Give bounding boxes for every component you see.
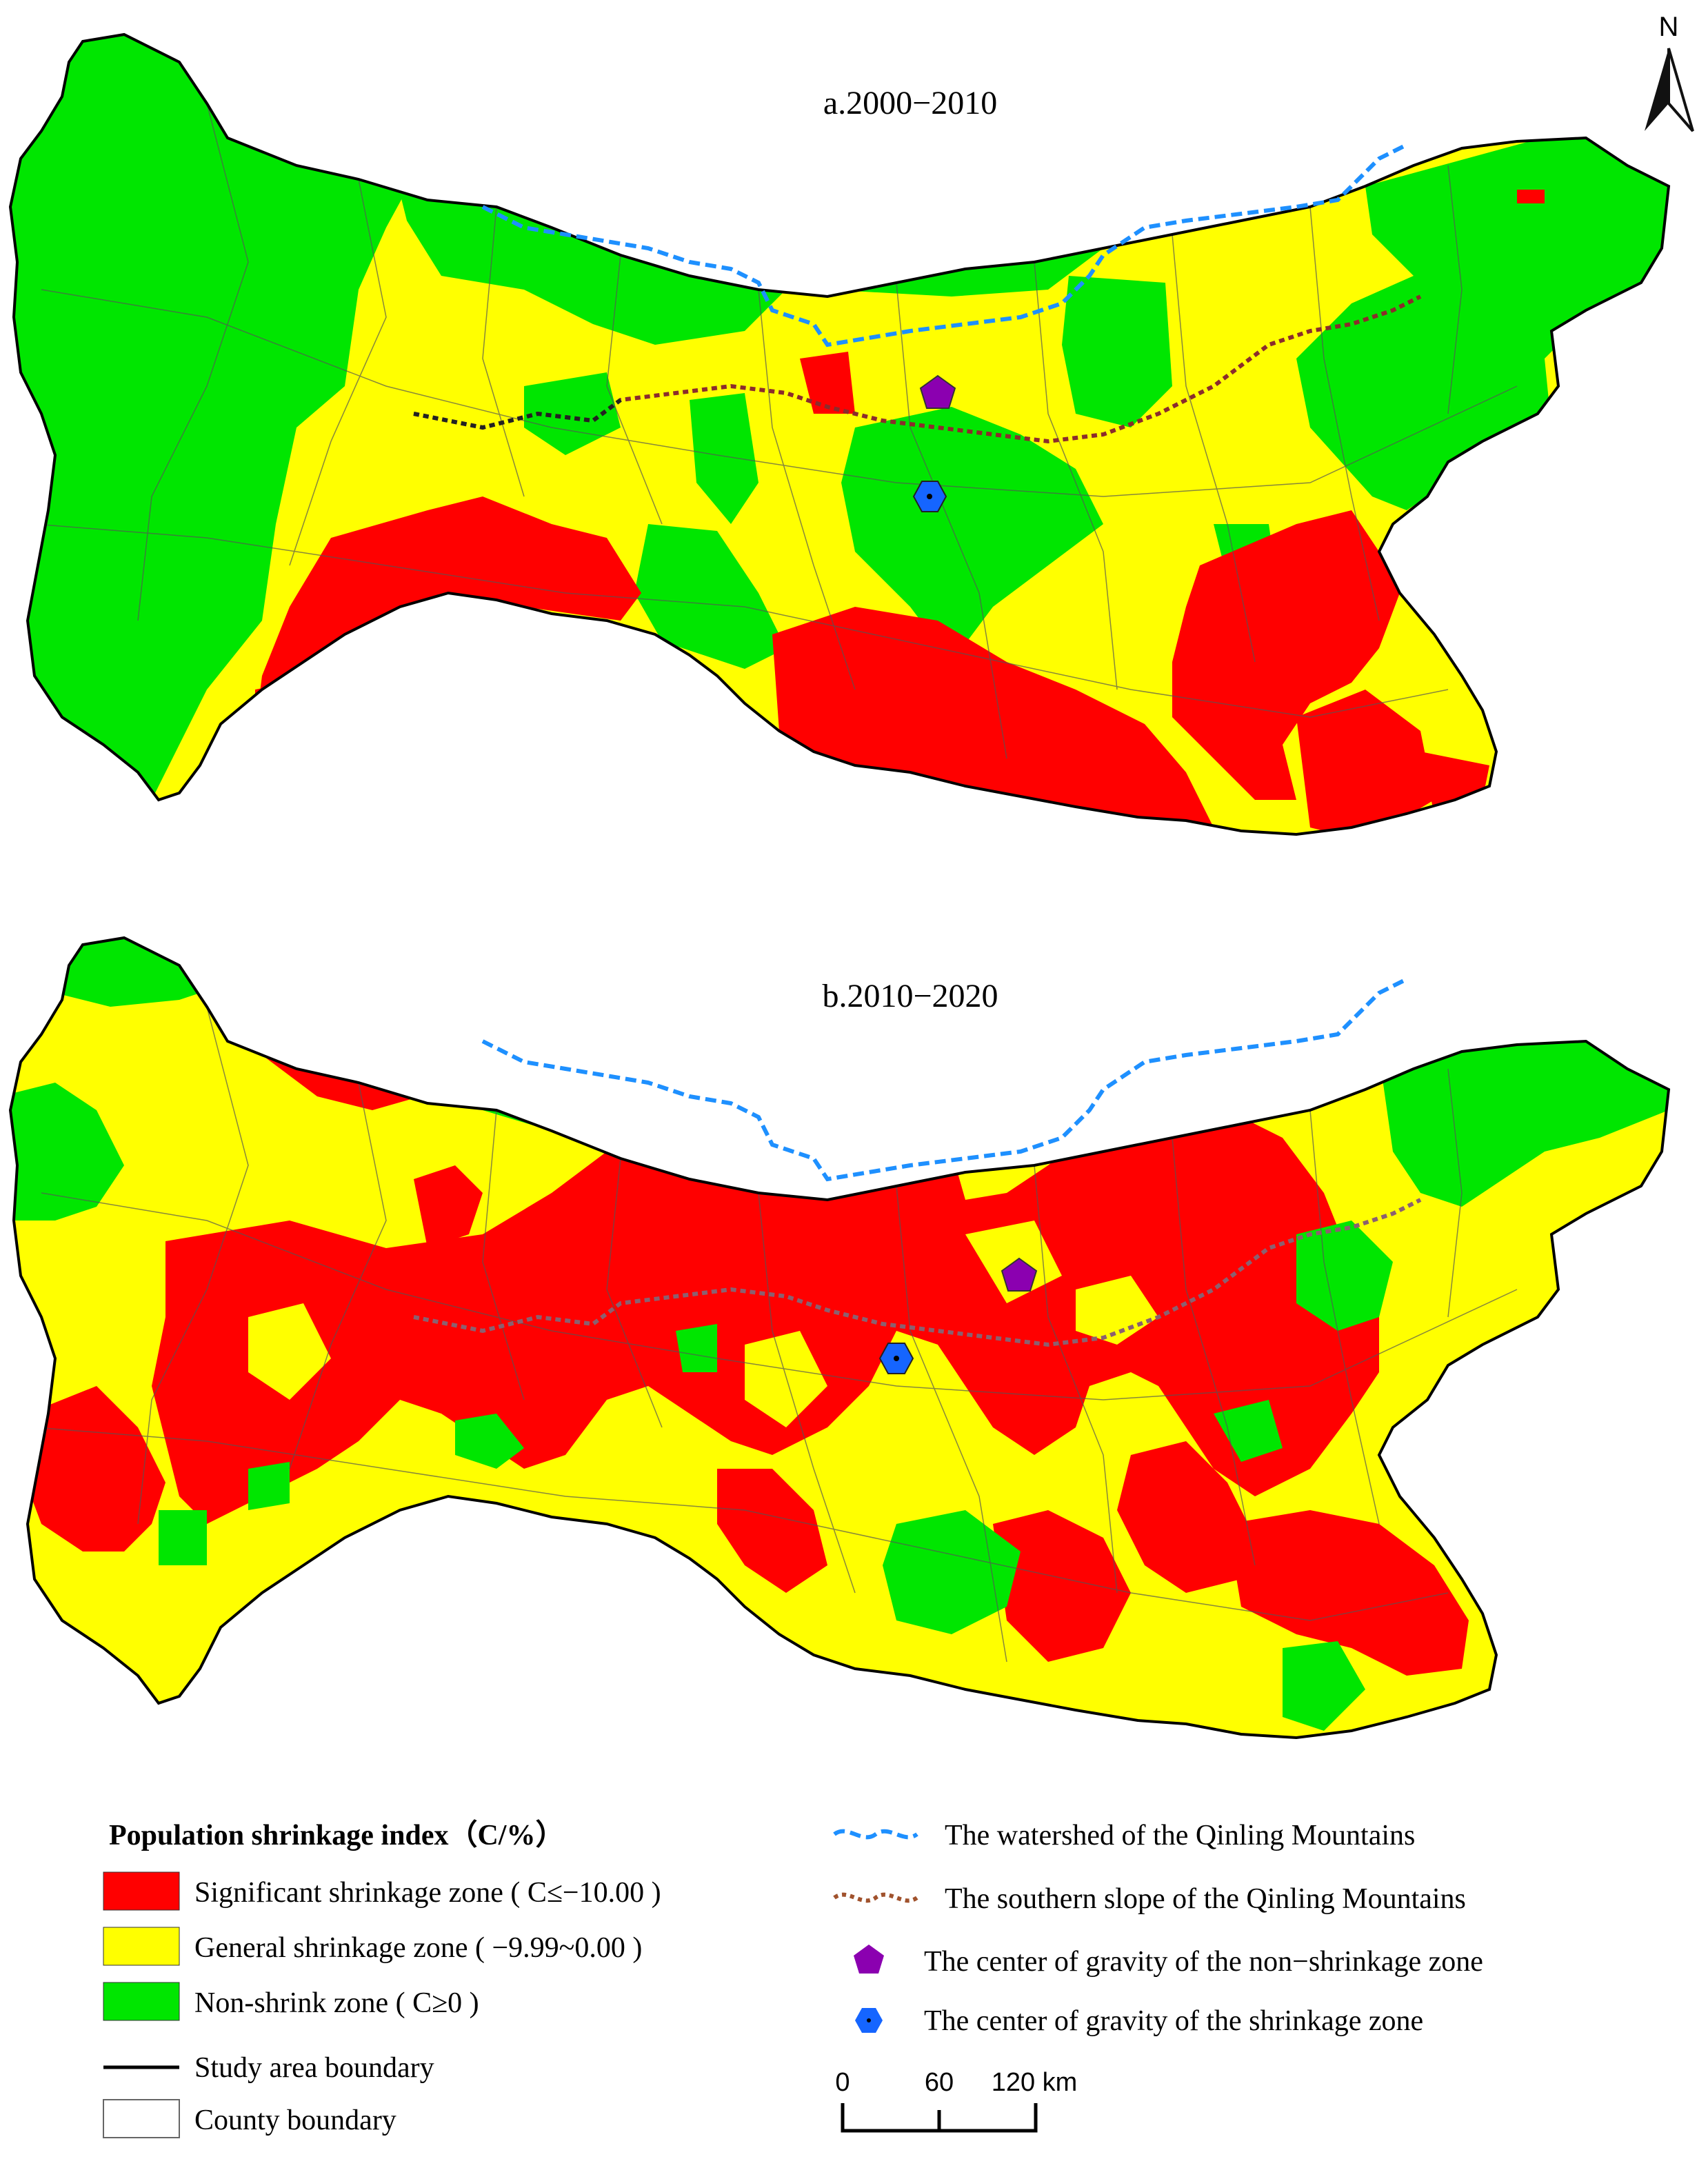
non-shrink-area	[690, 393, 758, 524]
significant-shrinkage-area	[255, 683, 290, 724]
watershed-line	[481, 977, 1408, 1182]
legend-label-general: General shrinkage zone ( −9.99~0.00 )	[194, 1932, 642, 1964]
non-shrink-area	[634, 524, 786, 669]
non-shrink-area	[524, 372, 621, 455]
watershed-line	[481, 143, 1408, 348]
non-shrink-area	[1296, 103, 1669, 510]
southern-slope-line-icon	[833, 1892, 918, 1903]
non-shrink-area	[159, 1510, 207, 1565]
map-panel-a: a.2000−2010 N	[9, 12, 1694, 836]
panel-b-title: b.2010−2020	[822, 978, 998, 1014]
non-shrink-area	[455, 1414, 524, 1469]
non-shrink-area	[676, 1324, 717, 1372]
legend-swatch-general	[103, 1927, 180, 1966]
map-panel-b: b.2010−2020	[9, 936, 1670, 1739]
non-shrink-area	[1062, 276, 1172, 428]
significant-shrinkage-area	[738, 252, 765, 272]
non-shrink-center-marker	[1001, 1257, 1038, 1292]
significant-shrinkage-area	[21, 1386, 165, 1552]
significant-shrinkage-area	[993, 1710, 1089, 1738]
legend-label-significant: Significant shrinkage zone ( C≤−10.00 )	[194, 1877, 661, 1909]
legend-label-study-boundary: Study area boundary	[194, 2052, 434, 2084]
general-shrinkage-area	[248, 1303, 331, 1400]
county-boundaries	[34, 103, 1518, 759]
significant-shrinkage-area	[1227, 1510, 1469, 1676]
significant-shrinkage-area	[152, 1096, 1379, 1524]
legend-label-shrink-center: The center of gravity of the shrinkage z…	[924, 2005, 1423, 2037]
panel-a-title: a.2000−2010	[823, 85, 997, 121]
non-shrink-area	[10, 34, 428, 827]
north-arrow-icon	[1645, 48, 1669, 131]
non-shrink-area	[883, 1510, 1021, 1634]
significant-shrinkage-area	[414, 1165, 483, 1248]
significant-shrinkage-area	[1172, 510, 1400, 800]
legend-label-southern-slope: The southern slope of the Qinling Mounta…	[945, 1883, 1466, 1915]
significant-shrinkage-area	[255, 496, 641, 731]
pentagon-icon	[854, 1945, 884, 1974]
map-region-a	[10, 34, 1669, 834]
legend-label-county-boundary: County boundary	[194, 2105, 396, 2136]
significant-shrinkage-area	[1296, 690, 1434, 834]
legend-swatch-non-shrink	[103, 1982, 180, 2021]
non-shrink-area	[1296, 1221, 1393, 1331]
watershed-line-icon	[833, 1829, 918, 1840]
legend-label-non-shrink: Non-shrink zone ( C≥0 )	[194, 1987, 479, 2019]
non-shrink-area	[10, 1083, 124, 1221]
legend-title: Population shrinkage index（C/%）	[109, 1819, 564, 1851]
scale-label-60: 60	[925, 2068, 954, 2097]
north-arrow: N	[1645, 12, 1694, 132]
scale-label-120: 120 km	[992, 2068, 1078, 2097]
significant-shrinkage-area	[1517, 190, 1545, 203]
significant-shrinkage-area	[1117, 1441, 1255, 1593]
legend-label-watershed: The watershed of the Qinling Mountains	[945, 1820, 1415, 1851]
non-shrink-area	[248, 1462, 290, 1510]
general-shrinkage-area	[1076, 1276, 1158, 1345]
north-arrow-label: N	[1659, 12, 1679, 42]
legend-swatch-significant	[103, 1871, 180, 1911]
non-shrink-area	[10, 1345, 41, 1427]
scale-bar: 0 60 120 km	[835, 2068, 1078, 2133]
southern-slope-line	[413, 1198, 1422, 1347]
scale-bar-line	[841, 2103, 1038, 2133]
significant-shrinkage-area	[717, 1469, 827, 1593]
scale-label-0: 0	[835, 2068, 850, 2097]
county-boundaries	[34, 1006, 1518, 1663]
non-shrink-area	[1214, 1400, 1283, 1462]
legend: Population shrinkage index（C/%） Signific…	[103, 1819, 1483, 2138]
non-shrink-center-marker	[919, 374, 956, 409]
significant-shrinkage-area	[800, 352, 855, 414]
legend-label-non-shrink-center: The center of gravity of the non−shrinka…	[924, 1946, 1483, 1978]
non-shrink-area	[1283, 1641, 1365, 1731]
county-boundary-icon	[103, 2099, 180, 2138]
map-region-b	[10, 938, 1669, 1738]
significant-shrinkage-area	[993, 1510, 1131, 1662]
general-shrinkage-area	[745, 1331, 827, 1427]
non-shrink-area	[841, 407, 1103, 662]
